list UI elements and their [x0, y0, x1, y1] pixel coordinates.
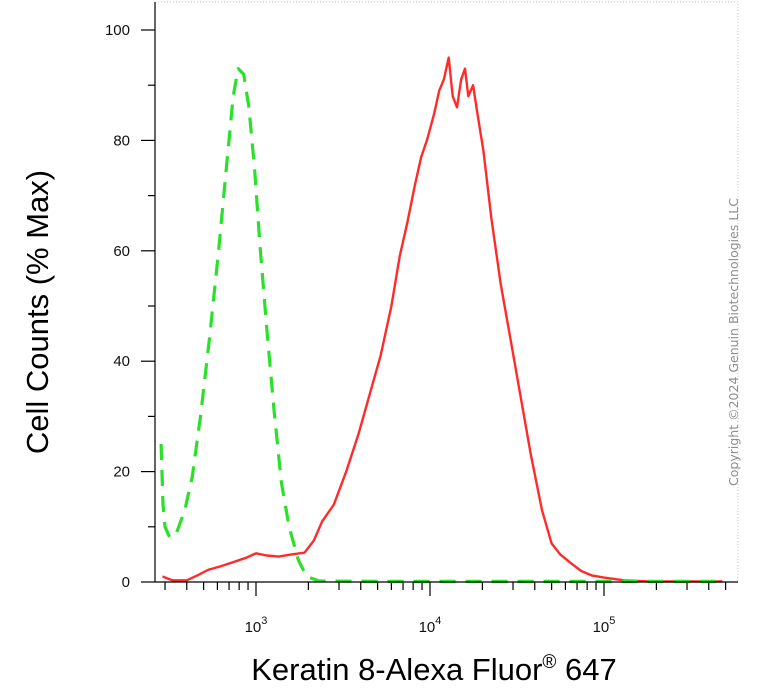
y-tick-label: 100	[105, 22, 130, 39]
x-axis-title: Keratin 8-Alexa Fluor® 647	[251, 652, 617, 687]
x-tick-label-base: 10	[245, 619, 262, 636]
y-tick-label: 40	[113, 353, 130, 370]
x-tick-label: 104	[419, 615, 442, 636]
y-tick-label: 60	[113, 243, 130, 260]
y-tick-label: 80	[113, 132, 130, 149]
series-lines	[159, 56, 723, 583]
x-tick-label: 103	[245, 615, 268, 636]
x-tick-label-base: 10	[419, 619, 436, 636]
y-axis-title: Cell Counts (% Max)	[20, 170, 55, 454]
copyright-text: Copyright ©2024 Genuin Biotechnologies L…	[726, 198, 741, 486]
x-axis-title-main: Keratin 8-Alexa Fluor	[251, 652, 542, 687]
x-tick-label-exponent: 4	[435, 615, 441, 627]
x-axis-title-superscript: ®	[542, 652, 556, 673]
isotype-control-series-line	[159, 67, 723, 583]
x-tick-label-base: 10	[593, 619, 610, 636]
x-tick-label-exponent: 5	[609, 615, 615, 627]
plot-frame	[154, 1, 739, 583]
y-tick-label: 0	[122, 574, 130, 591]
x-tick-label-exponent: 3	[261, 615, 267, 627]
tick-marks	[141, 29, 727, 596]
sample-series-line	[162, 56, 723, 583]
x-tick-label: 105	[593, 615, 616, 636]
x-axis-title-suffix: 647	[556, 652, 616, 687]
y-tick-label: 20	[113, 464, 130, 481]
